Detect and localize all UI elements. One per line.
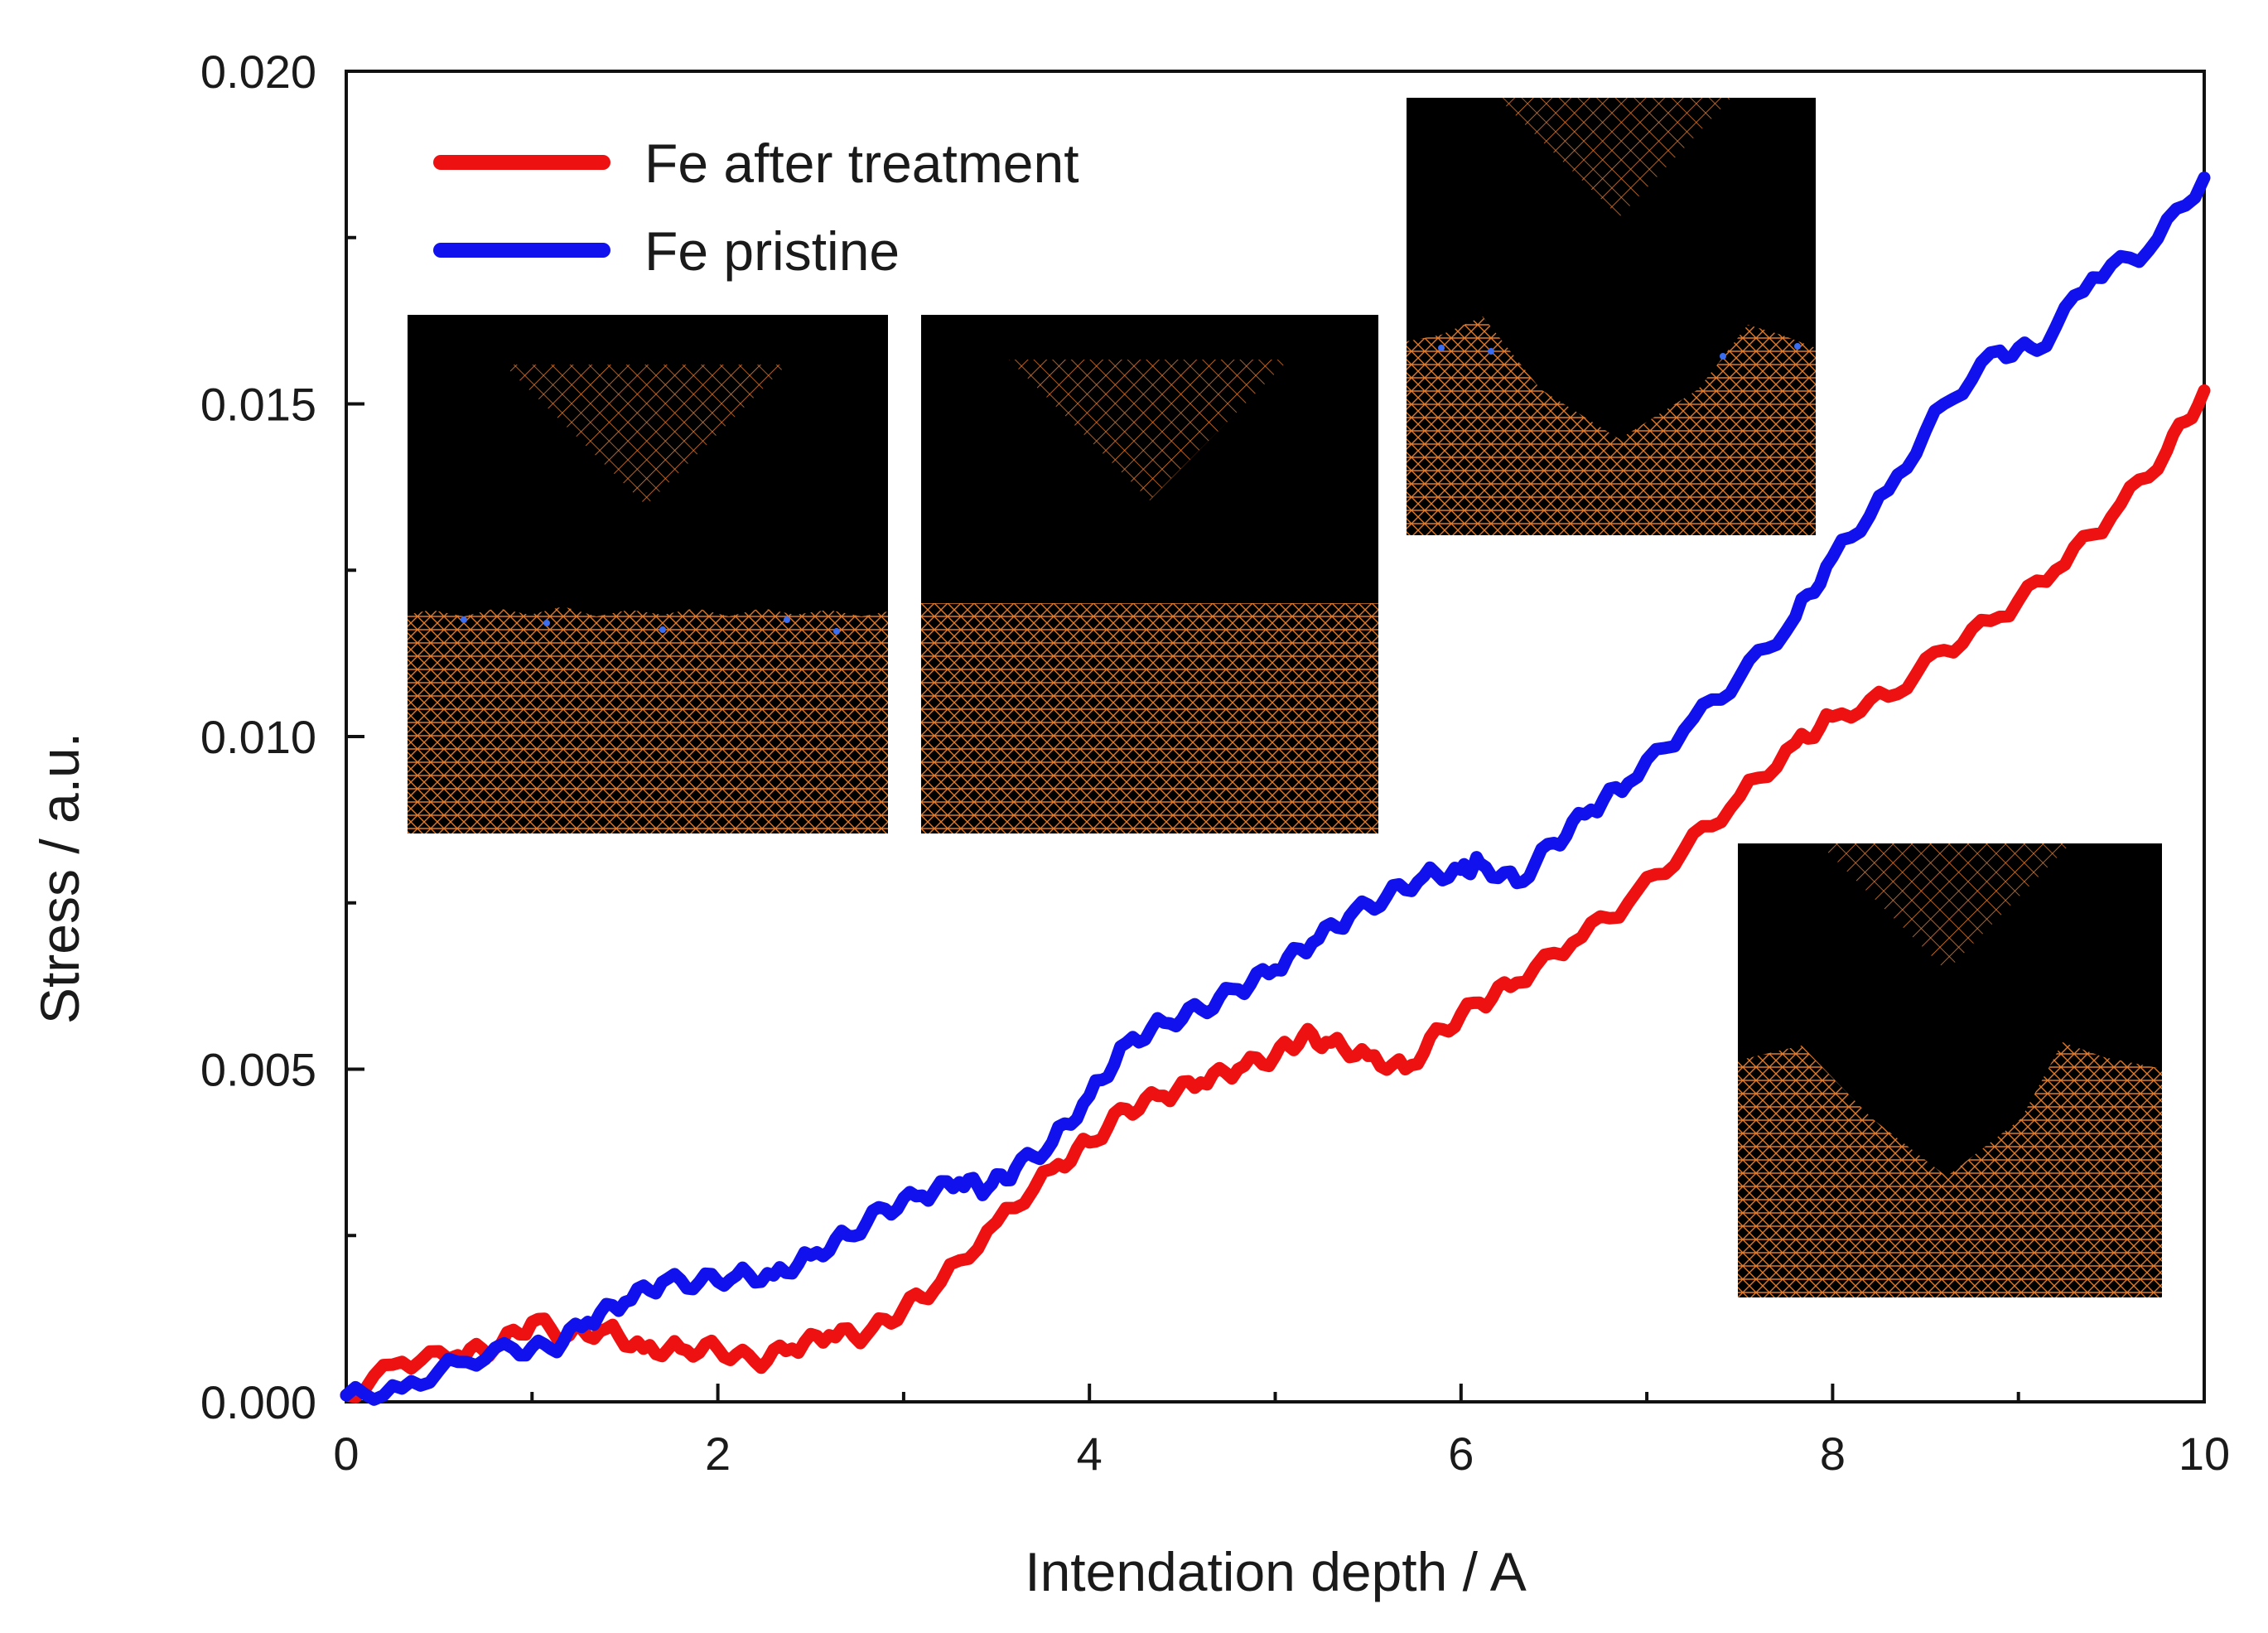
x-axis-ticks — [345, 1384, 2206, 1402]
inset-snapshot-shallow-indent — [1407, 98, 1816, 535]
y-tick-label: 0.020 — [200, 46, 316, 98]
x-tick-label: 6 — [1448, 1428, 1474, 1480]
y-axis-label: Stress / a.u. — [29, 732, 90, 1024]
y-axis-ticks — [346, 70, 364, 1404]
y-tick-label: 0.005 — [200, 1044, 316, 1096]
inset-snapshot-deep-indent — [1738, 843, 2162, 1297]
x-tick-label: 10 — [2179, 1428, 2230, 1480]
x-tick-label: 4 — [1077, 1428, 1103, 1480]
x-tick-label: 2 — [705, 1428, 731, 1480]
legend: Fe after treatment Fe pristine — [433, 133, 1079, 282]
x-tick-label: 0 — [333, 1428, 359, 1480]
y-tick-label: 0.000 — [200, 1376, 316, 1428]
x-axis-tick-labels: 0 2 4 6 8 10 — [333, 1428, 2230, 1480]
legend-label-fe-pristine: Fe pristine — [644, 220, 900, 282]
y-tick-label: 0.010 — [200, 711, 316, 763]
x-tick-label: 8 — [1820, 1428, 1846, 1480]
y-tick-label: 0.015 — [200, 379, 316, 431]
inset-snapshot-pristine-surface — [921, 315, 1378, 833]
legend-label-fe-after-treatment: Fe after treatment — [644, 133, 1079, 194]
series-line-fe-pristine — [340, 172, 2211, 1406]
series-line-fe-after-treatment — [340, 384, 2211, 1404]
x-axis-label: Intendation depth / A — [1025, 1541, 1527, 1602]
inset-snapshot-treated-surface — [408, 315, 888, 833]
y-axis-tick-labels: 0.000 0.005 0.010 0.015 0.020 — [200, 46, 316, 1428]
